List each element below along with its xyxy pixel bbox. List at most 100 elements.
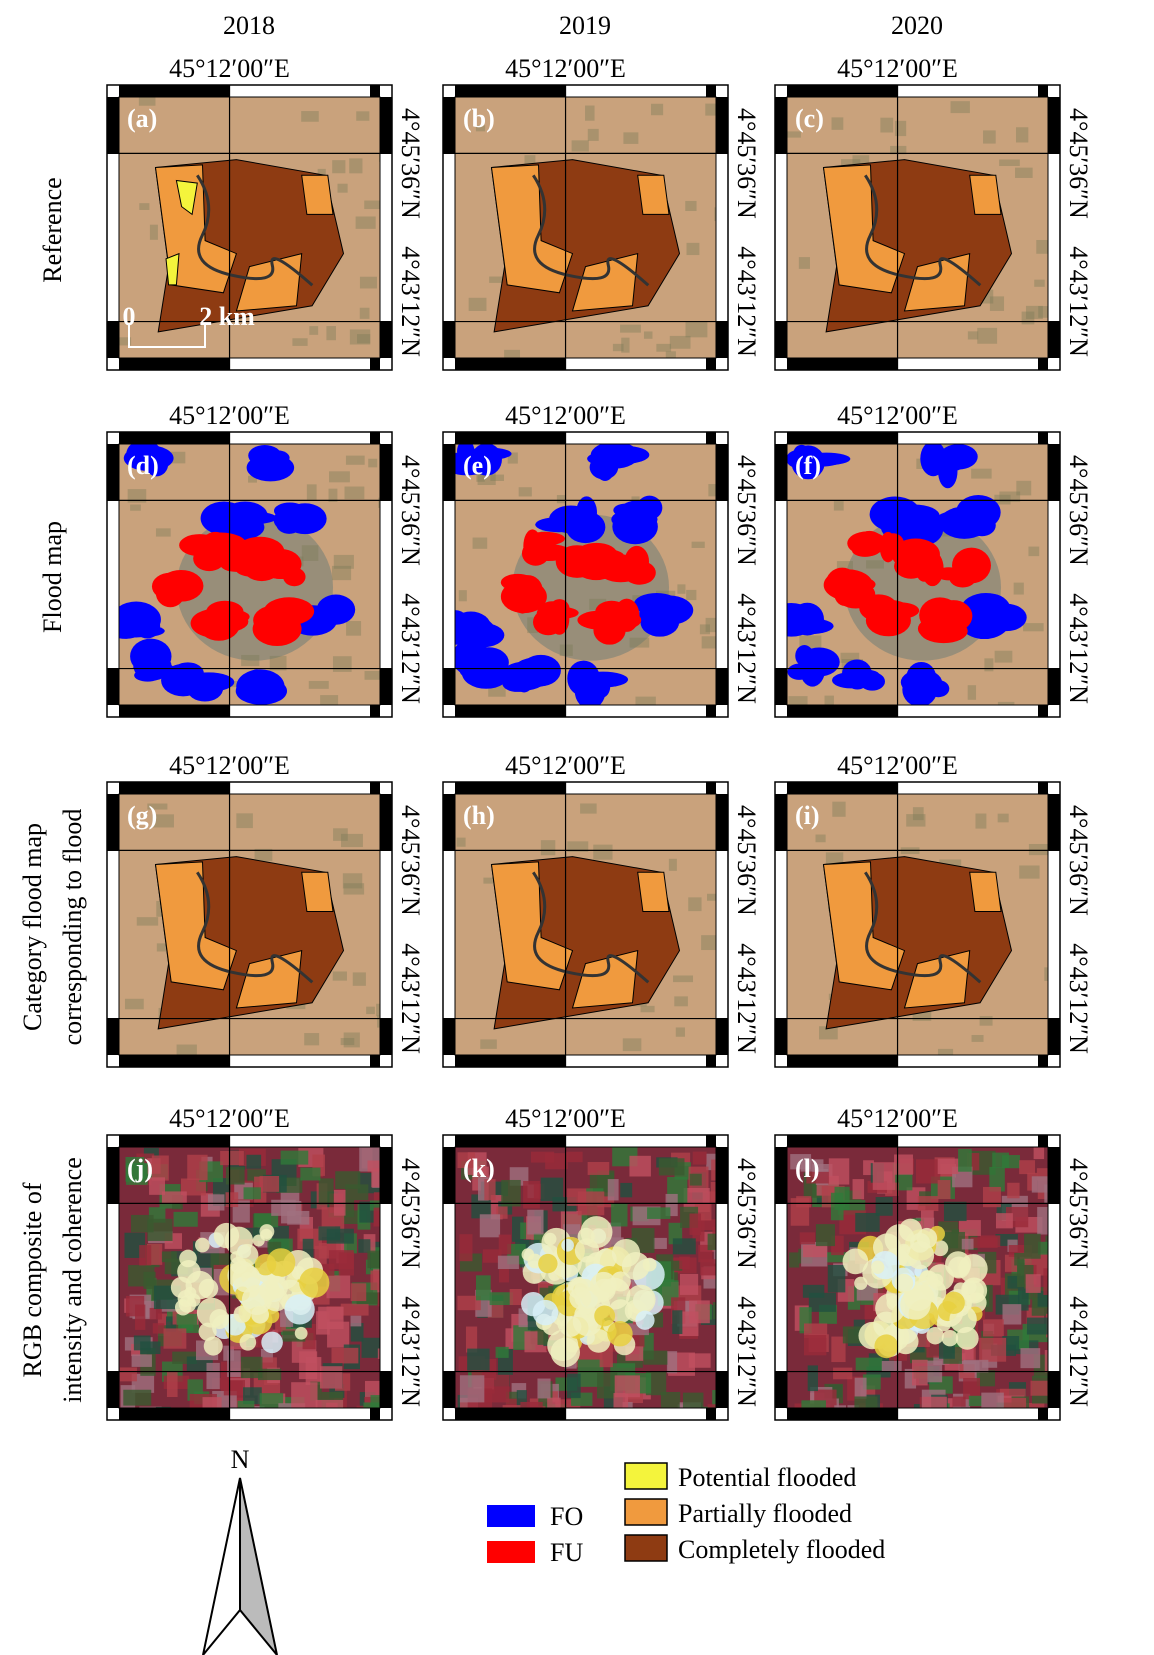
- rgb-speckle: [800, 1232, 815, 1244]
- longitude-label: 45°12′00″E: [505, 54, 626, 83]
- field: [832, 117, 844, 129]
- rgb-urban: [871, 1260, 884, 1273]
- field: [480, 1039, 497, 1048]
- rgb-urban: [561, 1316, 582, 1337]
- rgb-speckle: [498, 1256, 519, 1269]
- field: [326, 326, 336, 340]
- border-bar: [443, 669, 455, 705]
- border-bar: [787, 358, 898, 370]
- border-bar: [1038, 782, 1048, 794]
- rgb-urban: [874, 1334, 898, 1358]
- rgb-speckle: [351, 1283, 367, 1301]
- field: [714, 207, 731, 221]
- fu-area: [283, 568, 305, 587]
- rgb-speckle: [789, 1252, 799, 1267]
- fu-area: [253, 612, 302, 646]
- field: [130, 505, 141, 511]
- rgb-speckle: [661, 1392, 680, 1415]
- border-bar: [119, 1135, 230, 1147]
- field: [677, 584, 685, 593]
- field: [968, 685, 976, 700]
- rgb-speckle: [510, 1289, 522, 1305]
- rgb-speckle: [467, 1349, 489, 1371]
- border-bar: [443, 1372, 455, 1408]
- rgb-speckle: [241, 1357, 262, 1378]
- rgb-urban: [265, 1276, 288, 1299]
- border-bar: [107, 322, 119, 358]
- latitude-label: 4°43′12″N: [732, 943, 761, 1054]
- border-bar: [455, 358, 566, 370]
- field: [832, 802, 845, 817]
- border-bar: [370, 1055, 380, 1067]
- rgb-urban: [958, 1254, 987, 1283]
- rgb-speckle: [1034, 1147, 1044, 1159]
- rgb-speckle: [962, 1239, 974, 1250]
- fo-area: [766, 603, 816, 637]
- latitude-label: 4°43′12″N: [1064, 1296, 1093, 1407]
- fo-area: [904, 682, 931, 701]
- fu-area: [852, 545, 878, 557]
- field: [309, 326, 318, 335]
- rgb-speckle: [964, 1360, 989, 1373]
- latitude-label: 4°43′12″N: [1064, 593, 1093, 704]
- fu-area: [882, 602, 920, 618]
- field: [980, 1016, 993, 1026]
- border-bar: [107, 1019, 119, 1055]
- border-bar: [1038, 358, 1048, 370]
- rgb-urban: [186, 1271, 214, 1299]
- rgb-speckle: [281, 1151, 309, 1165]
- rgb-speckle: [299, 1351, 317, 1379]
- field: [541, 840, 555, 855]
- border-bar: [119, 782, 230, 794]
- field: [125, 999, 144, 1010]
- border-bar: [775, 794, 787, 850]
- border-bar: [706, 782, 716, 794]
- longitude-label: 45°12′00″E: [837, 54, 958, 83]
- fu-area: [614, 599, 639, 632]
- rgb-speckle: [527, 1210, 543, 1235]
- rgb-speckle: [1014, 1253, 1024, 1266]
- map-panel: [455, 1147, 743, 1435]
- field: [473, 538, 488, 549]
- rgb-urban: [544, 1233, 556, 1245]
- border-bar: [443, 794, 455, 850]
- row-label: intensity and coherence: [58, 1157, 87, 1402]
- field: [332, 566, 351, 580]
- field: [701, 935, 723, 950]
- map-panel: [455, 97, 732, 367]
- border-bar: [443, 97, 455, 153]
- field: [292, 338, 307, 346]
- column-title: 2020: [891, 11, 943, 40]
- field: [1036, 240, 1052, 254]
- border-bar: [370, 1135, 380, 1147]
- rgb-urban: [568, 1277, 589, 1298]
- border-bar: [1048, 97, 1060, 153]
- field: [692, 542, 705, 548]
- panel-label: (b): [463, 104, 495, 133]
- border-bar: [107, 444, 119, 500]
- field: [1034, 280, 1044, 287]
- border-bar: [775, 1147, 787, 1203]
- field: [1022, 312, 1035, 325]
- rgb-urban: [234, 1305, 251, 1322]
- rgb-speckle: [1007, 1183, 1019, 1199]
- border-bar: [370, 85, 380, 97]
- latitude-label: 4°43′12″N: [732, 1296, 761, 1407]
- field: [1015, 168, 1033, 178]
- border-bar: [706, 432, 716, 444]
- rgb-speckle: [828, 1265, 846, 1292]
- rgb-urban: [635, 1311, 654, 1330]
- rgb-speckle: [683, 1393, 703, 1415]
- border-bar: [370, 782, 380, 794]
- border-bar: [706, 705, 716, 717]
- field: [1019, 865, 1039, 878]
- field: [360, 277, 377, 289]
- latitude-label: 4°45′36″N: [396, 108, 425, 219]
- row-label: Flood map: [38, 521, 67, 633]
- map-panel: [787, 794, 1061, 1064]
- border-bar: [1048, 322, 1060, 358]
- rgb-speckle: [206, 1363, 219, 1389]
- rgb-speckle: [480, 1214, 500, 1237]
- field: [580, 803, 597, 813]
- field: [301, 111, 319, 122]
